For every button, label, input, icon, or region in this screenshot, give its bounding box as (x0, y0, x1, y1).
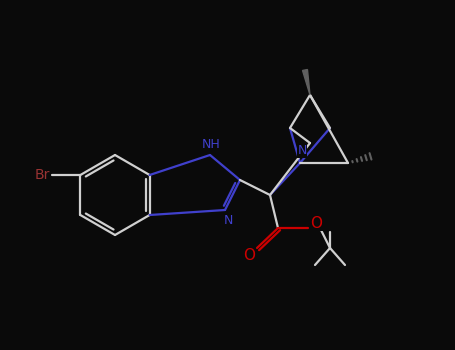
Text: O: O (243, 247, 255, 262)
Text: NH: NH (202, 139, 220, 152)
Text: N: N (223, 214, 233, 226)
Polygon shape (303, 70, 310, 95)
Text: N: N (297, 145, 307, 158)
Text: Br: Br (35, 168, 50, 182)
Text: O: O (310, 216, 322, 231)
